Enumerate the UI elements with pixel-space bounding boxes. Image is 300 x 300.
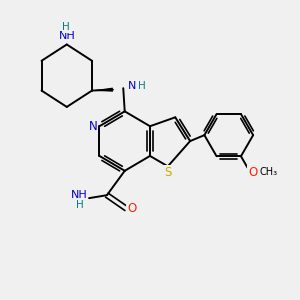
Text: O: O: [248, 166, 257, 179]
Text: CH₃: CH₃: [259, 167, 278, 177]
Text: H: H: [62, 22, 70, 32]
Polygon shape: [92, 88, 113, 92]
Text: NH: NH: [71, 190, 88, 200]
Text: H: H: [138, 81, 146, 91]
Text: H: H: [76, 200, 83, 210]
Text: S: S: [164, 167, 172, 179]
Text: N: N: [128, 81, 136, 91]
Text: NH: NH: [58, 31, 75, 41]
Text: N: N: [88, 120, 97, 133]
Text: O: O: [127, 202, 136, 215]
